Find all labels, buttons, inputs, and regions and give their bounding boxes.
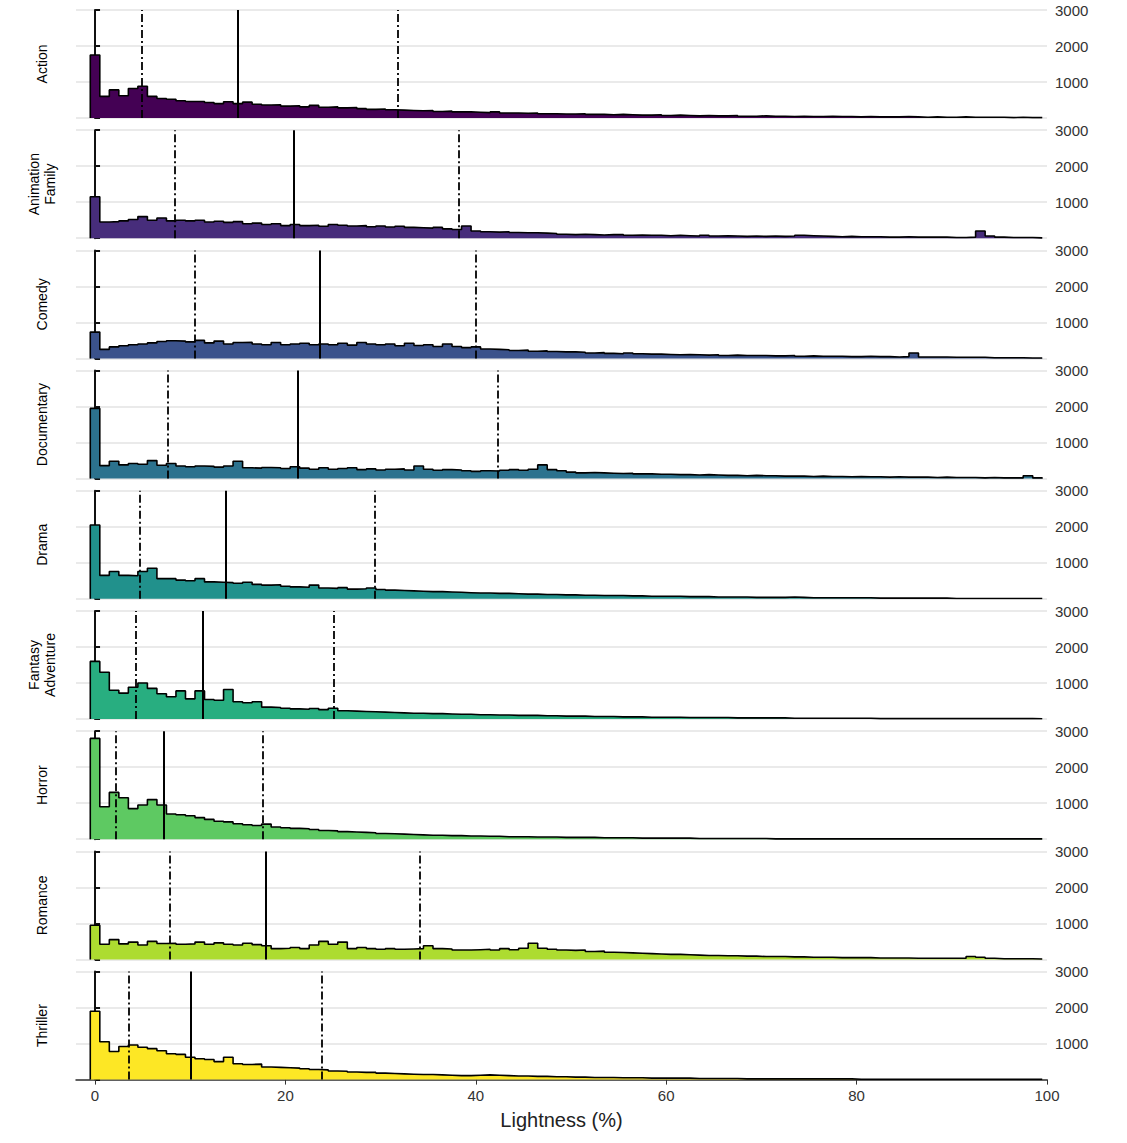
svg-text:1000: 1000 xyxy=(1055,675,1088,692)
svg-text:60: 60 xyxy=(658,1087,675,1104)
svg-text:1000: 1000 xyxy=(1055,434,1088,451)
svg-text:2000: 2000 xyxy=(1055,759,1088,776)
svg-text:2000: 2000 xyxy=(1055,278,1088,295)
svg-text:3000: 3000 xyxy=(1055,843,1088,860)
svg-text:2000: 2000 xyxy=(1055,879,1088,896)
svg-text:Adventure: Adventure xyxy=(42,633,58,697)
svg-text:2000: 2000 xyxy=(1055,999,1088,1016)
svg-text:1000: 1000 xyxy=(1055,1035,1088,1052)
svg-text:Action: Action xyxy=(34,45,50,84)
svg-text:1000: 1000 xyxy=(1055,314,1088,331)
svg-text:Thriller: Thriller xyxy=(34,1004,50,1047)
svg-text:Comedy: Comedy xyxy=(34,278,50,330)
svg-text:1000: 1000 xyxy=(1055,554,1088,571)
svg-text:3000: 3000 xyxy=(1055,603,1088,620)
svg-text:3000: 3000 xyxy=(1055,242,1088,259)
svg-text:Lightness (%): Lightness (%) xyxy=(500,1109,622,1131)
svg-text:Family: Family xyxy=(42,164,58,205)
svg-text:1000: 1000 xyxy=(1055,795,1088,812)
svg-text:40: 40 xyxy=(467,1087,484,1104)
svg-text:1000: 1000 xyxy=(1055,194,1088,211)
svg-text:2000: 2000 xyxy=(1055,398,1088,415)
svg-text:3000: 3000 xyxy=(1055,362,1088,379)
svg-text:3000: 3000 xyxy=(1055,963,1088,980)
svg-text:Drama: Drama xyxy=(34,524,50,566)
svg-text:0: 0 xyxy=(91,1087,99,1104)
svg-text:100: 100 xyxy=(1034,1087,1059,1104)
svg-text:2000: 2000 xyxy=(1055,158,1088,175)
svg-text:Animation: Animation xyxy=(26,153,42,215)
svg-text:2000: 2000 xyxy=(1055,38,1088,55)
svg-text:Documentary: Documentary xyxy=(34,383,50,466)
svg-text:Romance: Romance xyxy=(34,875,50,935)
svg-text:Fantasy: Fantasy xyxy=(26,640,42,690)
svg-text:2000: 2000 xyxy=(1055,639,1088,656)
svg-text:2000: 2000 xyxy=(1055,518,1088,535)
svg-text:1000: 1000 xyxy=(1055,915,1088,932)
svg-text:3000: 3000 xyxy=(1055,723,1088,740)
svg-text:1000: 1000 xyxy=(1055,74,1088,91)
svg-text:3000: 3000 xyxy=(1055,2,1088,19)
svg-text:Horror: Horror xyxy=(34,765,50,805)
svg-text:3000: 3000 xyxy=(1055,482,1088,499)
svg-text:80: 80 xyxy=(848,1087,865,1104)
svg-text:3000: 3000 xyxy=(1055,122,1088,139)
svg-text:20: 20 xyxy=(277,1087,294,1104)
